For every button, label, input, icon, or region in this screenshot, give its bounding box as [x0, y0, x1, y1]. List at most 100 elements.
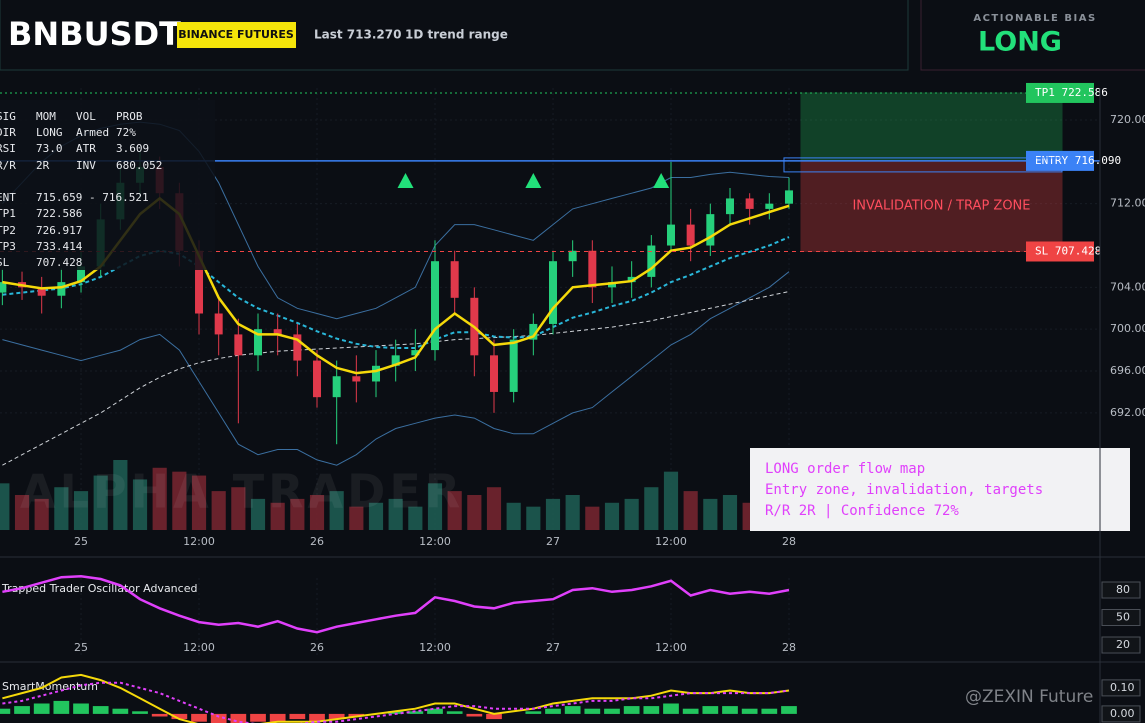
volume-bar	[565, 495, 580, 530]
candle-body	[647, 245, 656, 277]
symbol: BNBUSDT	[8, 15, 181, 53]
volume-bar	[427, 483, 443, 530]
volume-bar	[349, 506, 364, 530]
y-tick-label: 704.00	[1110, 280, 1145, 293]
volume-bar	[172, 471, 187, 530]
level-label: SL 707.428	[1035, 244, 1101, 257]
momentum-bar	[545, 708, 561, 714]
watermark: @ZEXIN Future	[965, 687, 1093, 707]
level-tag	[1026, 150, 1094, 171]
candle-body	[57, 282, 66, 296]
y-tick-box	[1101, 581, 1141, 599]
candle-body	[706, 214, 715, 246]
info-cell: ATR	[76, 142, 96, 155]
y-tick-label: 20	[1116, 638, 1130, 651]
info-cell: TP2	[0, 224, 16, 237]
candle-body	[254, 329, 263, 356]
zone-label: INVALIDATION / TRAP ZONE	[852, 199, 1030, 214]
momentum-bar	[92, 706, 109, 714]
candle-body	[37, 287, 46, 296]
info-cell: INV	[76, 159, 96, 172]
x-tick-label: 12:00	[183, 641, 215, 654]
annotation-line: R/R 2R | Confidence 72%	[765, 503, 959, 519]
momentum-bar	[604, 708, 620, 714]
annotation-line: LONG order flow map	[765, 461, 925, 477]
momentum-bar	[33, 703, 50, 714]
candle-body	[765, 203, 774, 209]
info-cell: PROB	[116, 110, 143, 123]
volume-bar	[703, 498, 718, 530]
level-tag	[1026, 82, 1094, 103]
info-cell: TP3	[0, 240, 16, 253]
volume-bar	[0, 483, 10, 530]
momentum-bar	[486, 713, 502, 720]
volume-bar	[585, 506, 600, 530]
last-price: Last 713.270	[314, 28, 401, 42]
y-tick-label: 692.00	[1110, 406, 1145, 419]
momentum-bar	[14, 706, 30, 714]
info-cell: LONG	[36, 126, 63, 139]
x-tick-label: 25	[74, 535, 88, 548]
x-tick-label: 26	[310, 641, 324, 654]
momentum-bar	[407, 711, 424, 714]
volume-bar	[368, 502, 384, 530]
y-tick-label: 0.00	[1110, 707, 1135, 720]
level-tag	[1026, 241, 1094, 262]
volume-bar	[467, 495, 482, 530]
volume-bar	[663, 471, 679, 530]
momentum-bar	[210, 713, 227, 723]
bias-panel	[920, 0, 1145, 71]
candle-body	[548, 261, 557, 324]
momentum-bar	[525, 711, 542, 714]
info-cell: 2R	[36, 159, 50, 172]
momentum-bar	[112, 708, 129, 714]
info-cell: 726.917	[36, 224, 82, 237]
candle-body	[313, 360, 322, 398]
x-tick-label: 12:00	[655, 535, 687, 548]
x-tick-label: 12:00	[419, 641, 451, 654]
candle-body	[234, 334, 243, 356]
momentum-bar	[761, 708, 778, 714]
volume-bar	[604, 502, 620, 530]
candle-body	[411, 350, 420, 356]
candle-body	[745, 198, 754, 209]
candle-body	[372, 365, 381, 382]
momentum-bar	[663, 703, 679, 714]
info-cell: DIR	[0, 126, 16, 139]
momentum-bar	[643, 706, 660, 714]
momentum-bar	[73, 703, 89, 714]
volume-bar	[54, 487, 69, 530]
momentum-bar	[466, 713, 483, 717]
info-cell: 722.586	[36, 207, 82, 220]
volume-bar	[644, 487, 659, 530]
y-tick-box	[1101, 679, 1141, 697]
volume-bar	[73, 491, 89, 530]
volume-bar	[191, 475, 207, 530]
momentum-bar	[446, 711, 463, 714]
x-tick-label: 12:00	[419, 535, 451, 548]
candle-body	[607, 282, 616, 288]
volume-bar	[231, 487, 246, 530]
info-cell: 707.428	[36, 256, 82, 269]
candle-body	[588, 250, 597, 288]
candle-body	[627, 276, 636, 283]
volume-bar	[290, 498, 305, 530]
y-tick-label: 0.10	[1110, 681, 1135, 694]
y-tick-label: 700.00	[1110, 322, 1145, 335]
momentum-bar	[309, 713, 325, 722]
signal-marker	[525, 173, 542, 188]
panel-title: Trapped Trader Oscillator Advanced	[1, 582, 197, 595]
candle-body	[293, 334, 302, 361]
momentum-bar	[132, 711, 148, 714]
candle-body	[568, 250, 577, 262]
momentum-bar	[0, 708, 11, 714]
info-cell: SL	[0, 256, 10, 269]
candle-body	[529, 323, 538, 340]
candle-body	[352, 376, 361, 382]
target-zone	[800, 92, 1063, 162]
volume-bar	[93, 475, 108, 530]
y-tick-box	[1101, 705, 1141, 723]
annotation: LONG order flow map Entry zone, invalidat…	[765, 461, 1043, 519]
info-cell: 733.414	[36, 240, 83, 253]
